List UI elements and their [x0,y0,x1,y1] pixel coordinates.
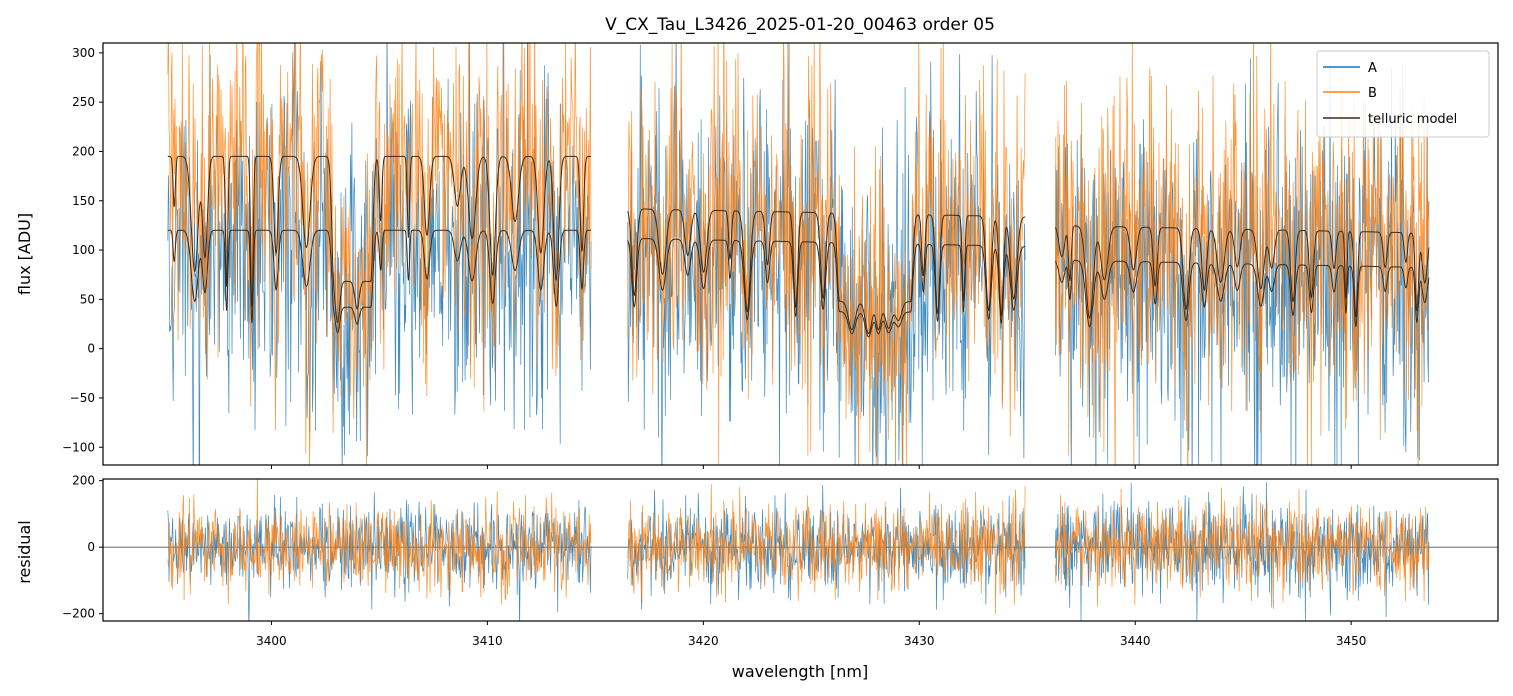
x-tick-label: 3440 [1120,634,1151,648]
residual-series-b-segment-3 [1054,487,1430,610]
legend-box [1316,50,1490,138]
telluric-model-curve-1-segment-3 [1054,259,1430,328]
telluric-model-curve-2-segment-2 [627,208,1026,335]
residual-ytick-label: 0 [87,540,95,554]
legend-label-b: B [1368,86,1377,101]
flux-series-b-segment-3 [1054,43,1430,465]
flux-panel [167,43,1430,465]
x-axis-label: wavelength [nm] [732,662,869,681]
flux-ylabel: flux [ADU] [15,213,34,295]
legend-label-a: A [1368,61,1377,76]
flux-series-a-segment-2 [627,43,1026,465]
residual-series-b-segment-1 [167,479,592,605]
residual-ytick-label: −200 [62,607,95,621]
residual-panel-frame [102,478,1499,622]
telluric-model-curve-1-segment-2 [627,238,1026,338]
telluric-model-curve-2-segment-1 [167,155,591,324]
flux-ytick-label: 300 [72,46,95,60]
x-tick-label: 3400 [256,634,287,648]
flux-ytick-label: −100 [62,440,95,454]
flux-panel-frame [102,42,1499,466]
flux-ytick-label: 150 [72,194,95,208]
legend: A B telluric model [1316,50,1490,138]
x-tick-label: 3450 [1336,634,1367,648]
residual-ylabel: residual [15,520,34,583]
telluric-model-curve-1-segment-1 [167,229,591,334]
residual-series-b-segment-2 [627,484,1026,615]
residual-ytick-label: 200 [72,474,95,488]
flux-ytick-label: 50 [80,292,95,306]
flux-ytick-label: 200 [72,144,95,158]
x-tick-label: 3430 [904,634,935,648]
chart-title: V_CX_Tau_L3426_2025-01-20_00463 order 05 [605,15,995,35]
flux-ytick-label: 0 [87,342,95,356]
flux-ytick-label: −50 [70,391,95,405]
legend-label-telluric: telluric model [1368,112,1457,127]
flux-ytick-label: 100 [72,243,95,257]
flux-series-b-segment-1 [167,43,592,465]
flux-ytick-label: 250 [72,95,95,109]
telluric-model-curve-2-segment-3 [1054,225,1430,319]
x-tick-label: 3410 [472,634,503,648]
flux-axes: −100 −50 0 50 100 150 200 250 300 [62,46,1352,469]
x-tick-label: 3420 [688,634,719,648]
flux-series-b-segment-2 [627,43,1026,465]
residual-panel [103,479,1498,621]
residual-axes: −200 0 200 3400 3410 3420 3430 3440 3450 [62,474,1366,648]
